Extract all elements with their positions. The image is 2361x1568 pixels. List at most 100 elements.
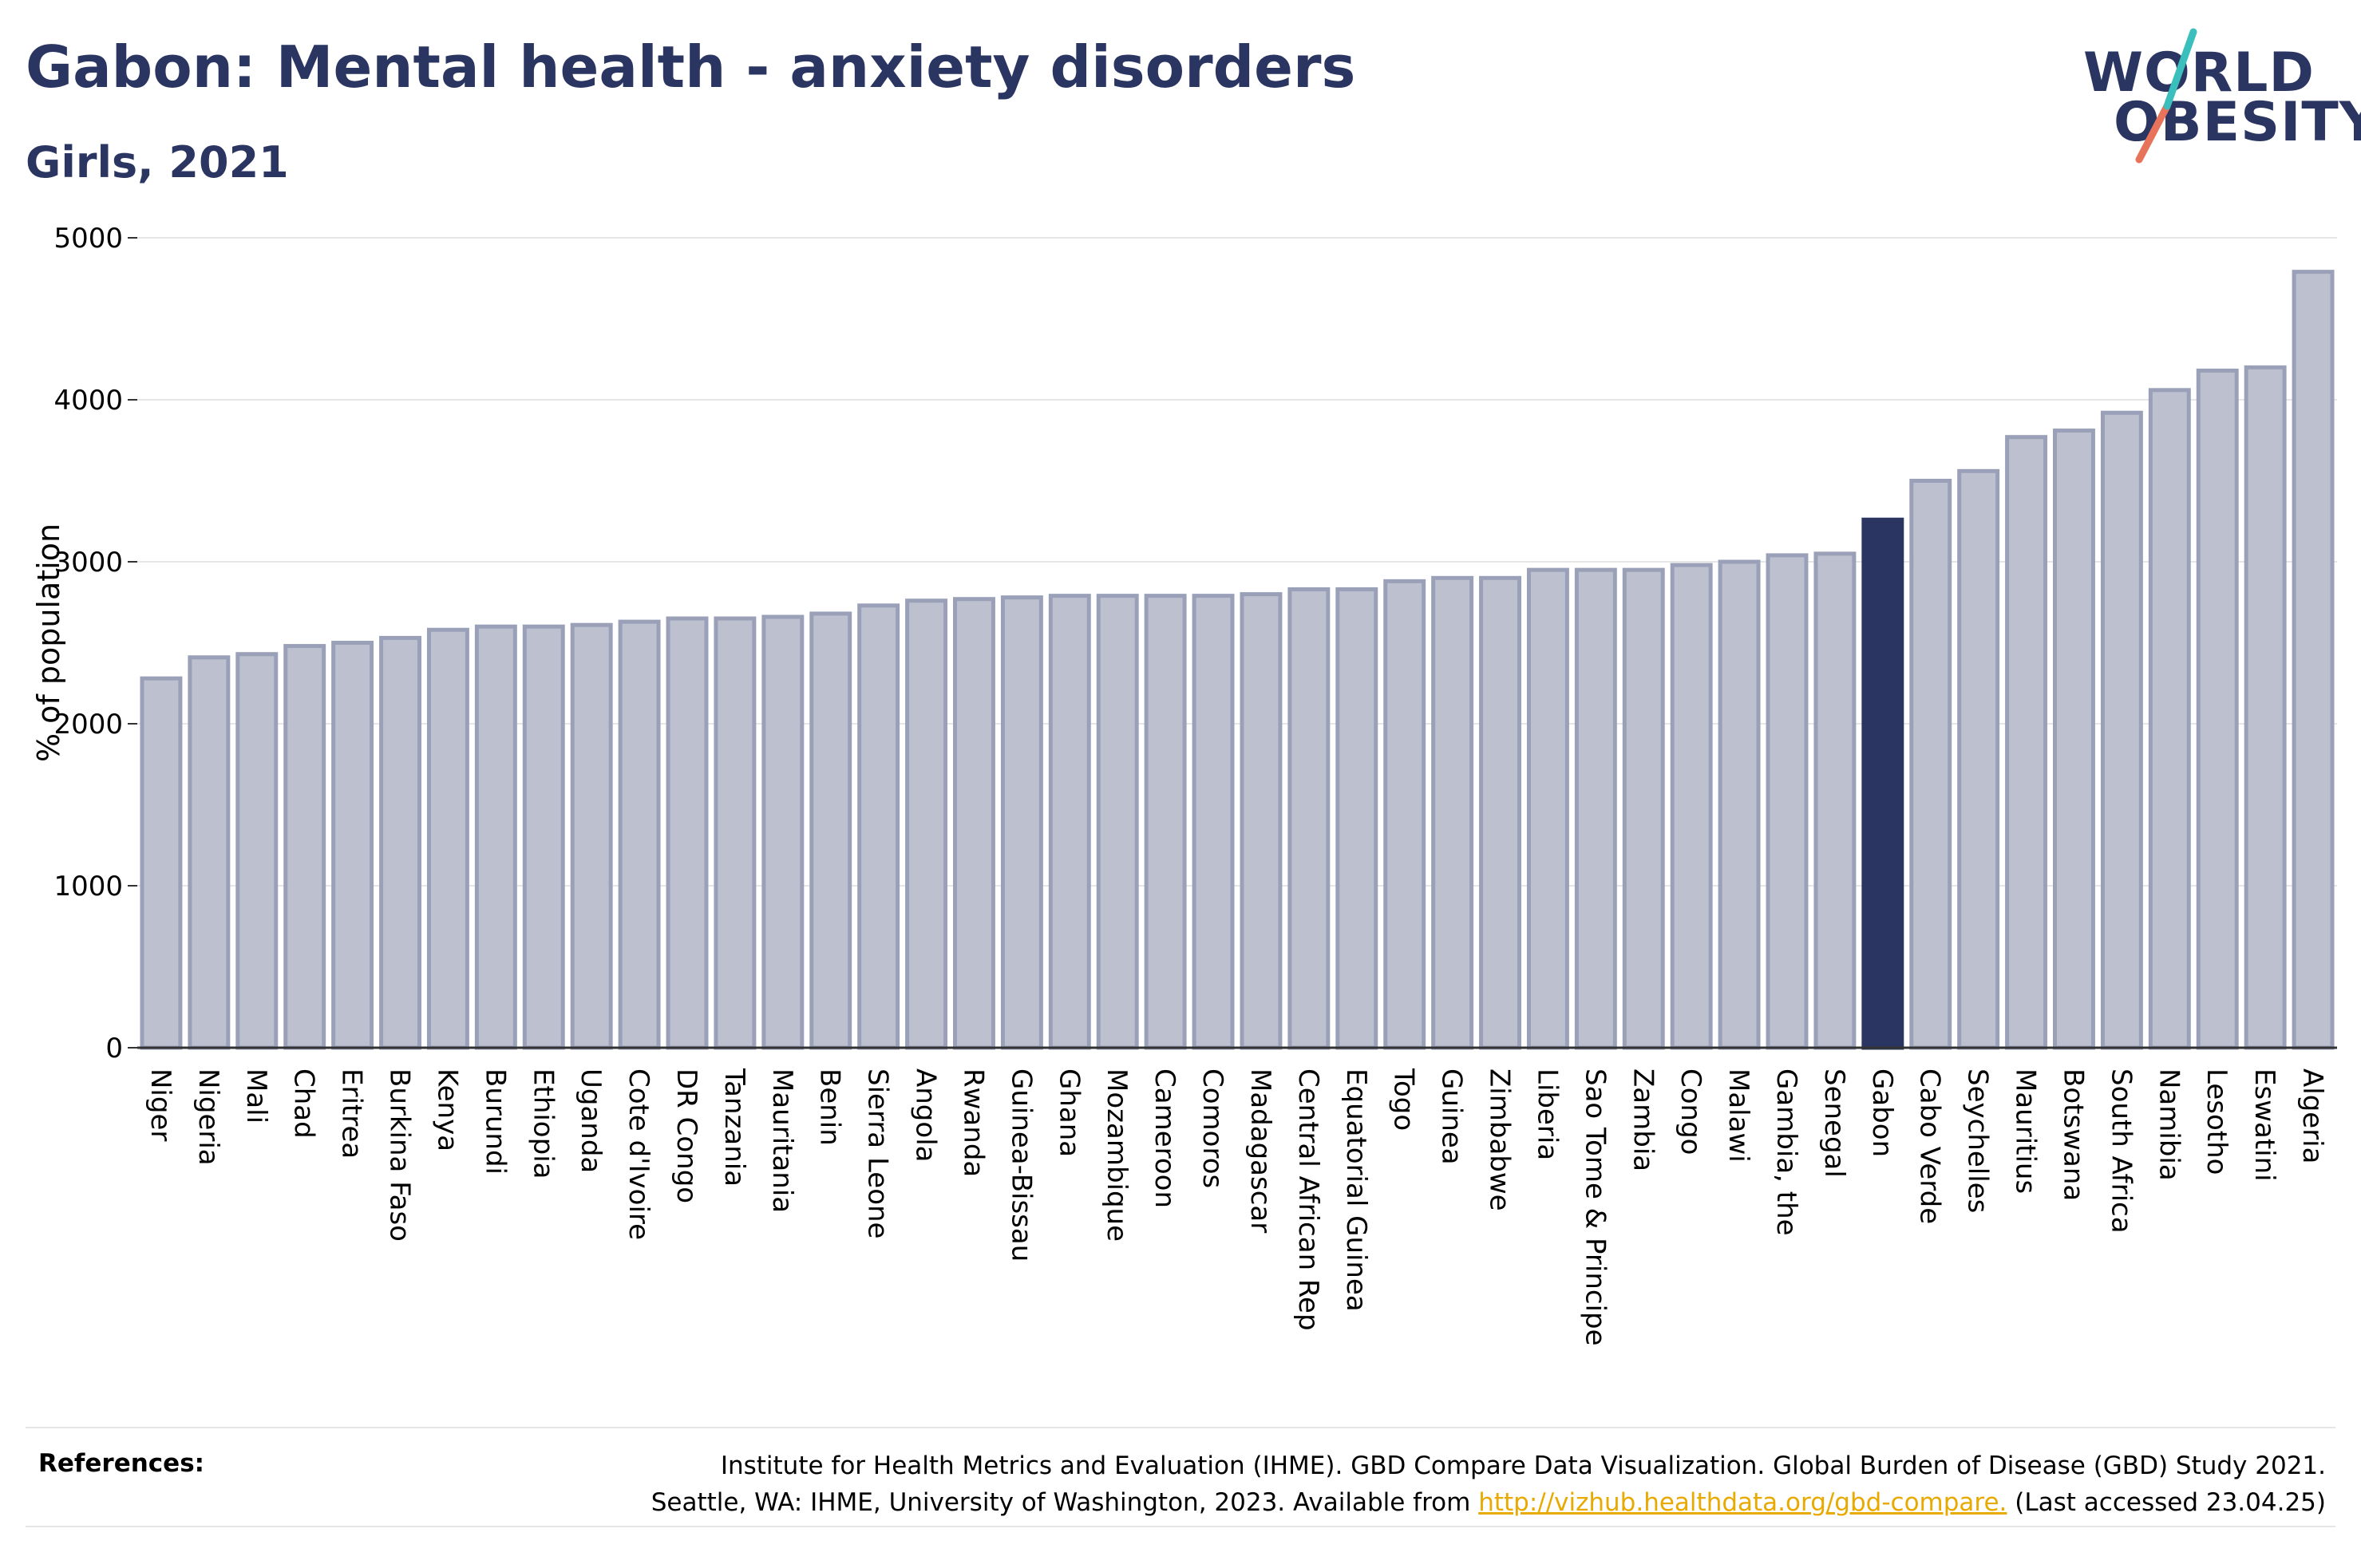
x-tick-label: Cote d'Ivoire [623,1068,655,1240]
x-tick-label: Equatorial Guinea [1340,1068,1372,1312]
x-tick-label: Guinea-Bissau [1005,1068,1037,1262]
x-tick-label: Zambia [1627,1068,1659,1171]
x-tick-label: Gabon [1866,1068,1898,1157]
x-tick-label: South Africa [2105,1068,2137,1234]
bar [570,622,613,1050]
chart-subtitle: Girls, 2021 [26,137,289,188]
x-tick-label: Nigeria [192,1068,224,1166]
x-tick-label: Mozambique [1101,1068,1133,1242]
bar [761,614,805,1050]
references-line1: Institute for Health Metrics and Evaluat… [720,1451,2326,1480]
bar [1526,567,1569,1050]
bar [2196,368,2239,1050]
x-tick-label: Benin [814,1068,846,1146]
x-tick-label: Comoros [1196,1068,1228,1188]
y-axis-title: % of population [31,523,66,762]
x-tick-label: Eswatini [2248,1068,2280,1182]
x-tick-label: Seychelles [1962,1068,1994,1213]
x-tick-label: Liberia [1531,1068,1563,1160]
bar [618,619,661,1050]
x-tick-label: Eritrea [336,1068,368,1159]
x-tick-label: Mauritius [2010,1068,2042,1194]
x-tick-label: Botswana [2057,1068,2089,1201]
bar-highlight [1861,517,1904,1050]
bar-chart: 0 1000 2000 3000 4000 5000 % of population Nige… [31,223,2337,1346]
x-tick-label: Gambia, the [1770,1068,1802,1236]
bar [1192,594,1235,1050]
bar [857,603,900,1050]
x-tick-label: Kenya [431,1068,463,1151]
x-tick-label: Central African Rep [1292,1068,1324,1331]
bar [1670,563,1713,1050]
x-tick-label: Togo [1388,1068,1420,1131]
x-tick-label: Ghana [1053,1068,1085,1157]
x-tick-label: Congo [1675,1068,1706,1155]
y-tick-label: 4000 [53,385,123,417]
bar [379,635,421,1050]
logo-slash-icon [2135,28,2197,164]
references-text: Institute for Health Metrics and Evaluat… [490,1448,2326,1521]
x-tick-label: Rwanda [957,1068,989,1177]
world-obesity-logo: WORLD OBESITY [2083,22,2361,166]
x-tick-label: Guinea [1436,1068,1468,1165]
bar [1957,468,2000,1050]
x-tick-label: Sao Tome & Principe [1579,1068,1611,1346]
x-tick-label: Tanzania [718,1068,750,1187]
x-tick-label: Sierra Leone [862,1068,894,1238]
x-tick-label: Senegal [1818,1068,1850,1178]
x-tick-label: Cabo Verde [1914,1068,1946,1224]
x-tick-label: Burundi [479,1068,511,1175]
bar [714,616,757,1050]
bar [1096,594,1139,1050]
bar [331,641,374,1050]
bar [809,611,852,1050]
bar [1287,587,1331,1050]
bar [522,624,565,1050]
y-tick-label: 0 [105,1033,123,1064]
bar [1335,587,1378,1050]
bar [2148,388,2191,1050]
bar [1479,575,1521,1050]
bar [1718,559,1761,1050]
references-line2-post: (Last accessed 23.04.25) [2007,1488,2326,1517]
bar [1144,594,1187,1050]
x-tick-label: Niger [144,1068,176,1141]
bar [666,616,709,1050]
bar [1000,595,1043,1050]
x-tick-label: Mauritania [766,1068,798,1213]
bar [2244,365,2287,1050]
x-tick-label: Cameroon [1149,1068,1180,1208]
bar [2005,435,2048,1050]
logo-text-line1: WORLD [2083,41,2315,105]
x-tick-label: Malawi [1722,1068,1754,1163]
x-tick-label: DR Congo [670,1068,702,1203]
x-tick-label: Zimbabwe [1484,1068,1516,1211]
x-tick-label: Madagascar [1244,1068,1276,1233]
bar [1383,579,1426,1050]
bar [1574,567,1617,1050]
bar [426,627,469,1050]
bar [2053,429,2095,1050]
bar [235,652,279,1050]
bar [2100,410,2143,1050]
chart-title: Gabon: Mental health - anxiety disorders [26,34,1356,101]
bar [283,644,326,1050]
bar [1048,594,1091,1050]
y-tick-label: 5000 [53,223,123,255]
y-tick-label: 3000 [53,547,123,579]
y-tick-label: 2000 [53,709,123,741]
bar [1240,592,1283,1050]
x-tick-label: Angola [910,1068,942,1162]
y-tick-label: 1000 [53,871,123,902]
bar [1813,551,1857,1050]
bar [1622,567,1665,1050]
x-tick-label: Lesotho [2201,1068,2232,1175]
x-tick-label: Mali [240,1068,272,1124]
bar [953,597,995,1050]
references-bottom-divider [26,1526,2335,1527]
x-tick-label: Burkina Faso [384,1068,416,1242]
bar [1909,479,1952,1050]
references-line2-pre: Seattle, WA: IHME, University of Washing… [651,1488,1479,1517]
references-link[interactable]: http://vizhub.healthdata.org/gbd-compare… [1478,1488,2007,1517]
bar [1766,553,1809,1050]
